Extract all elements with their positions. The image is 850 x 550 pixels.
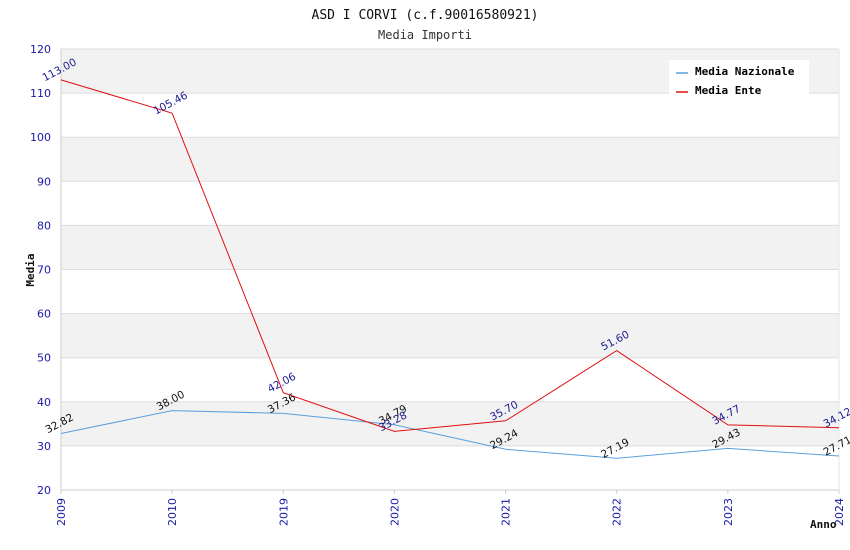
grid-band [61, 137, 839, 182]
grid-band [61, 313, 839, 358]
legend-label-ente: Media Ente [695, 84, 762, 97]
y-tick-label: 30 [37, 440, 51, 453]
y-tick-label: 20 [37, 484, 51, 497]
chart-title: ASD I CORVI (c.f.90016580921) [312, 8, 539, 23]
y-tick-label: 90 [37, 175, 51, 188]
y-tick-label: 50 [37, 352, 51, 365]
series-lines [60, 79, 840, 459]
y-tick-label: 60 [37, 308, 51, 321]
series-line-nazionale [60, 410, 840, 459]
chart-subtitle: Media Importi [378, 28, 472, 42]
x-tick-label: 2024 [833, 498, 846, 526]
y-tick-label: 100 [30, 131, 51, 144]
grid-band [61, 401, 839, 446]
x-tick-label: 2019 [277, 498, 290, 526]
grid-band [61, 225, 839, 270]
x-tick-labels: 2009 2010 2019 2020 2021 2022 2023 2024 [55, 490, 846, 526]
x-tick-label: 2020 [388, 498, 401, 526]
y-tick-label: 120 [30, 43, 51, 56]
y-axis-label: Media [24, 253, 37, 286]
legend-box [669, 60, 809, 98]
y-tick-label: 110 [30, 87, 51, 100]
axes [60, 49, 840, 491]
x-axis-label: Anno [810, 518, 837, 531]
series-line-ente [60, 79, 840, 432]
y-tick-labels: 20 30 40 50 60 70 80 90 100 110 120 [30, 43, 51, 497]
x-tick-label: 2021 [500, 498, 513, 526]
y-tick-label: 80 [37, 219, 51, 232]
x-tick-label: 2010 [166, 498, 179, 526]
x-tick-label: 2009 [55, 498, 68, 526]
x-tick-label: 2022 [611, 498, 624, 526]
y-tick-label: 70 [37, 264, 51, 277]
x-tick-label: 2023 [722, 498, 735, 526]
legend-label-nazionale: Media Nazionale [695, 65, 795, 78]
legend: Media Nazionale Media Ente [669, 60, 809, 98]
y-tick-label: 40 [37, 396, 51, 409]
